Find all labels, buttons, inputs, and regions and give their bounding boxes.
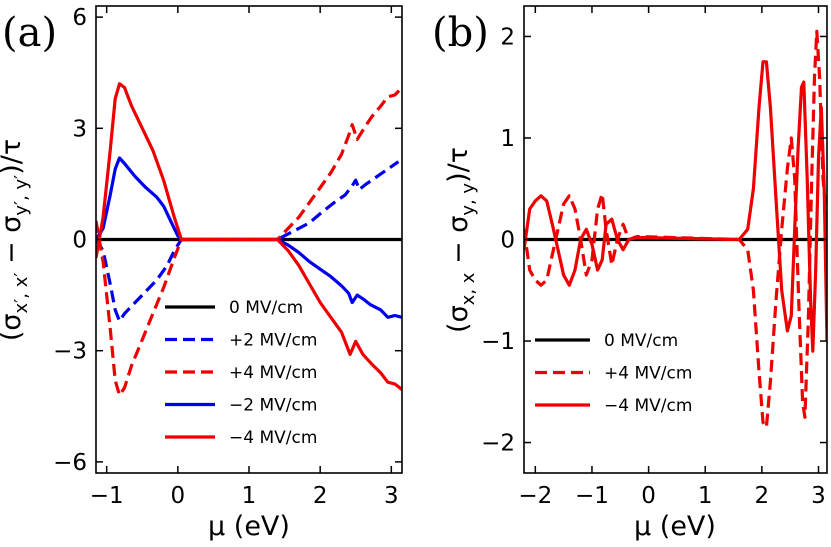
panel-b-xtick-label-3: 1 <box>698 483 713 509</box>
panel-b-xlabel: μ (eV) <box>634 511 716 542</box>
panel-b-legend: 0 MV/cm +4 MV/cm −4 MV/cm <box>535 331 692 416</box>
panel-b-legend-label-1: +4 MV/cm <box>604 364 692 384</box>
panel-a-ytick-label-3: 3 <box>72 116 87 142</box>
panel-a-xlabel: μ (eV) <box>208 511 290 542</box>
panel-b-xtick-label-5: 3 <box>811 483 826 509</box>
panel-a-legend-label-3: −2 MV/cm <box>229 396 317 416</box>
panel-a-series-3 <box>96 156 402 319</box>
panel-a-ylabel: (σx′, x′ − σy′, y′)/τ <box>0 139 32 341</box>
panel-b-letter: (b) <box>432 10 489 56</box>
panel-a-series-1 <box>96 160 400 323</box>
panel-a-letter: (a) <box>2 10 57 56</box>
panel-b-ytick-label-3: 1 <box>500 126 515 152</box>
panel-a-ytick-label-0: −6 <box>53 450 87 476</box>
panel-a-legend-label-2: +4 MV/cm <box>229 363 317 383</box>
panel-b-xtick-label-4: 2 <box>755 483 770 509</box>
panel-b-ytick-label-0: −2 <box>481 431 515 457</box>
panel-a-series-4 <box>96 82 402 391</box>
panel-a-legend-label-1: +2 MV/cm <box>229 331 317 351</box>
panel-b-ytick-label-1: −1 <box>481 329 515 355</box>
panel-a-ytick-label-1: −3 <box>53 339 87 365</box>
panel-b-legend-label-2: −4 MV/cm <box>604 396 692 416</box>
panel-a-series-group <box>96 82 402 397</box>
panel-a-xtick-label-1: 0 <box>171 483 186 509</box>
panel-b-legend-label-0: 0 MV/cm <box>604 331 678 351</box>
panel-b-xtick-label-0: −2 <box>518 483 552 509</box>
panel-a-legend: 0 MV/cm +2 MV/cm +4 MV/cm −2 MV/cm −4 MV/cm <box>165 298 317 448</box>
panel-a: −1 0 1 2 3 −6 −3 0 3 6 (a) μ (eV) (σx′, x′ − σy′, y′… <box>0 5 403 542</box>
panel-b: −2 −1 0 1 2 3 −2 −1 0 1 2 (b) μ (eV) (σx, x − σy, y)/… <box>432 5 828 542</box>
panel-b-xtick-label-2: 0 <box>641 483 656 509</box>
panel-a-ytick-label-2: 0 <box>72 228 87 254</box>
panel-a-legend-label-4: −4 MV/cm <box>229 428 317 448</box>
panel-b-xtick-label-1: −1 <box>575 483 609 509</box>
panel-a-series-2 <box>96 86 402 397</box>
panel-b-series-2 <box>524 60 827 353</box>
panel-a-xtick-label-3: 2 <box>313 483 328 509</box>
panel-a-ytick-label-4: 6 <box>72 5 87 31</box>
panel-b-ylabel: (σx, x − σy, y)/τ <box>443 147 479 333</box>
panel-b-series-group <box>524 29 827 429</box>
panel-a-xtick-label-2: 1 <box>242 483 257 509</box>
panel-a-xtick-label-0: −1 <box>90 483 124 509</box>
panel-a-legend-label-0: 0 MV/cm <box>229 298 303 318</box>
panel-b-ytick-label-2: 0 <box>500 228 515 254</box>
panel-b-ytick-label-4: 2 <box>500 24 515 50</box>
panel-a-xtick-label-4: 3 <box>384 483 399 509</box>
